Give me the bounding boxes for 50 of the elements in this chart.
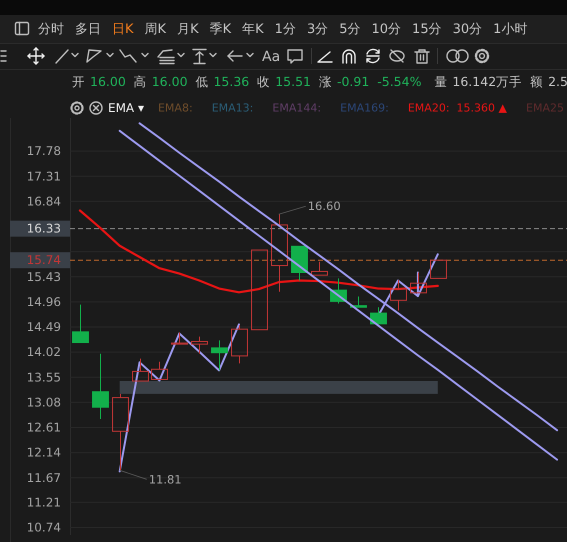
text: 多日 <box>75 22 101 37</box>
text: 低 15.36 <box>195 74 250 89</box>
legend-label: EMA144: <box>272 102 322 114</box>
text: 涨 -0.91 <box>318 74 370 89</box>
text: 季K <box>210 22 232 37</box>
text: 量 16.142万手 <box>434 74 522 89</box>
ref-line-label: 15.74 <box>26 253 61 268</box>
text: 1小时 <box>493 22 528 37</box>
text: 日K <box>112 22 134 37</box>
text: -5.54% <box>377 74 422 89</box>
y-tick-label: 12.61 <box>26 420 61 435</box>
legend-label: EMA169: <box>340 102 389 114</box>
y-tick-label: 14.02 <box>26 345 61 360</box>
legend-title: EMA ▾ <box>108 101 144 115</box>
y-tick-label: 11.67 <box>26 470 61 485</box>
line-series <box>118 323 240 472</box>
y-tick-label: 14.49 <box>26 320 61 334</box>
text: 开 16.00 <box>72 74 126 89</box>
text: 周K <box>144 22 167 37</box>
text: 15分 <box>412 22 442 37</box>
y-tick-label: 16.84 <box>26 194 61 208</box>
y-tick-label: 17.78 <box>26 144 61 158</box>
ref-line-label: 16.33 <box>26 222 61 236</box>
y-tick-label: 17.31 <box>26 169 61 184</box>
legend-label: EMA8: <box>158 102 193 114</box>
text: 30分 <box>452 22 482 37</box>
text: Aa <box>262 49 280 65</box>
text: 10分 <box>372 22 402 37</box>
text: 5分 <box>339 22 360 37</box>
y-tick-label: 12.14 <box>26 446 61 460</box>
y-tick-label: 15.43 <box>26 270 61 284</box>
text: 额 2.5 <box>530 74 567 89</box>
y-tick-label: 10.74 <box>26 520 61 535</box>
text: 高 16.00 <box>134 74 188 89</box>
text: 1分 <box>274 22 296 37</box>
text: EMA20: <box>408 102 450 114</box>
y-tick-label: 11.21 <box>26 495 61 510</box>
legend-label: EMA25 <box>526 102 564 114</box>
annotation: 16.60 <box>308 199 341 214</box>
y-tick-label: 13.08 <box>26 395 61 410</box>
y-tick-label: 13.55 <box>26 370 61 384</box>
text: 分时 <box>38 22 64 37</box>
y-tick-label: 14.96 <box>26 294 61 309</box>
annotation: 11.81 <box>148 472 182 486</box>
text: 月K <box>177 22 200 37</box>
legend-label: EMA13: <box>212 102 254 114</box>
text: 15.360 ▲ <box>456 102 508 114</box>
text: 年K <box>242 22 264 37</box>
text: 3分 <box>306 22 328 37</box>
text: 收 15.51 <box>257 74 312 89</box>
